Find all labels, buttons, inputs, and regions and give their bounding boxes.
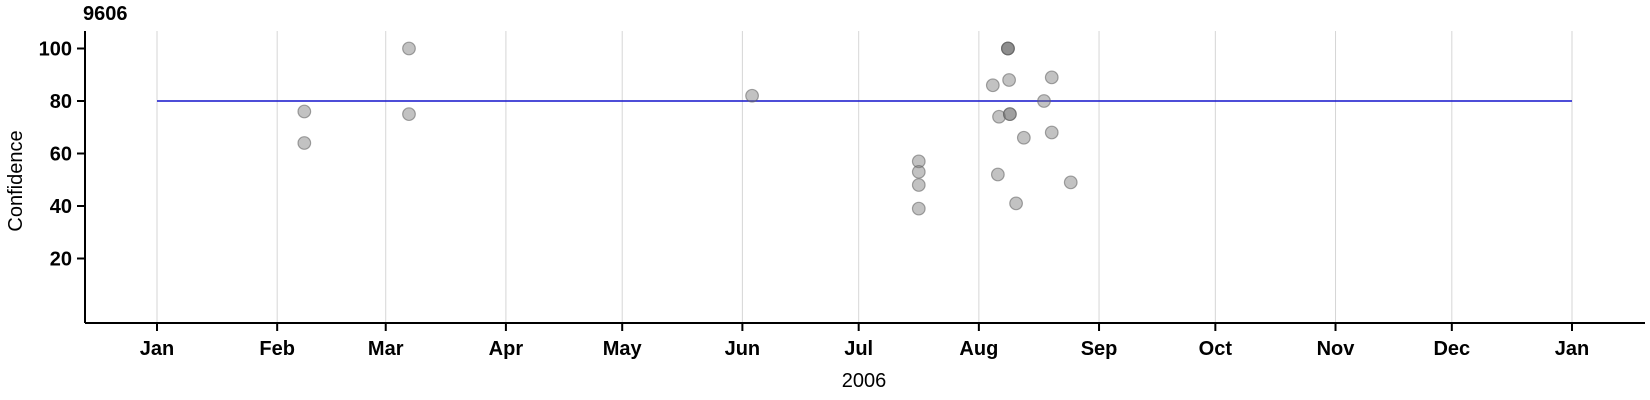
x-tick-label: Aug (959, 338, 998, 360)
x-tick-label: Feb (259, 338, 295, 360)
data-point (1001, 41, 1015, 56)
data-point (1002, 73, 1017, 87)
data-point (402, 41, 416, 56)
data-point (1009, 196, 1023, 211)
x-tick-label: May (603, 338, 643, 360)
data-point (297, 136, 312, 150)
y-tick-label: 40 (50, 196, 72, 218)
data-point (911, 201, 926, 216)
data-point (911, 154, 926, 169)
data-point (1037, 94, 1051, 108)
x-tick-label: Mar (368, 338, 404, 360)
data-point (911, 178, 926, 192)
y-tick-label: 80 (50, 91, 72, 113)
x-tick-label: Jul (844, 338, 873, 360)
x-axis-year-label: 2006 (841, 370, 887, 392)
data-point (1016, 130, 1031, 145)
x-tick-label: Nov (1317, 338, 1356, 360)
chart-title: 9606 (83, 3, 128, 25)
x-tick-label: Dec (1433, 338, 1470, 360)
data-point (297, 104, 312, 119)
data-point (990, 167, 1005, 182)
data-point (1002, 107, 1017, 122)
data-point (985, 78, 1000, 93)
x-tick-label: Oct (1199, 338, 1233, 360)
y-tick-label: 20 (50, 249, 72, 271)
x-tick-label: Apr (489, 338, 524, 360)
data-point (745, 88, 759, 103)
data-point (1044, 125, 1059, 140)
x-tick-label: Jun (725, 338, 761, 360)
data-point (402, 107, 416, 122)
data-point (911, 164, 926, 179)
data-point (992, 109, 1006, 124)
y-tick-label: 60 (50, 144, 72, 166)
x-tick-label: Jan (1555, 338, 1589, 360)
x-tick-label: Jan (140, 338, 174, 360)
data-point (1044, 70, 1059, 85)
x-tick-label: Sep (1081, 338, 1118, 360)
data-point (1063, 175, 1078, 190)
y-tick-label: 100 (39, 39, 72, 61)
